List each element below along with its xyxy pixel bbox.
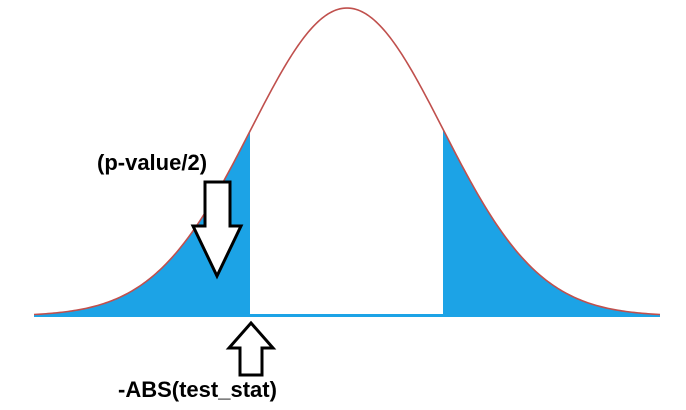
right-tail-shaded-area [443, 129, 660, 316]
down-arrow-icon [190, 180, 244, 280]
bell-curve [33, 7, 661, 316]
up-arrow-icon [225, 320, 277, 377]
left-tail-shaded-area [34, 131, 250, 316]
baseline [34, 314, 660, 317]
test-stat-label: -ABS(test_stat) [118, 377, 277, 402]
p-value-label: (p-value/2) [97, 150, 207, 175]
